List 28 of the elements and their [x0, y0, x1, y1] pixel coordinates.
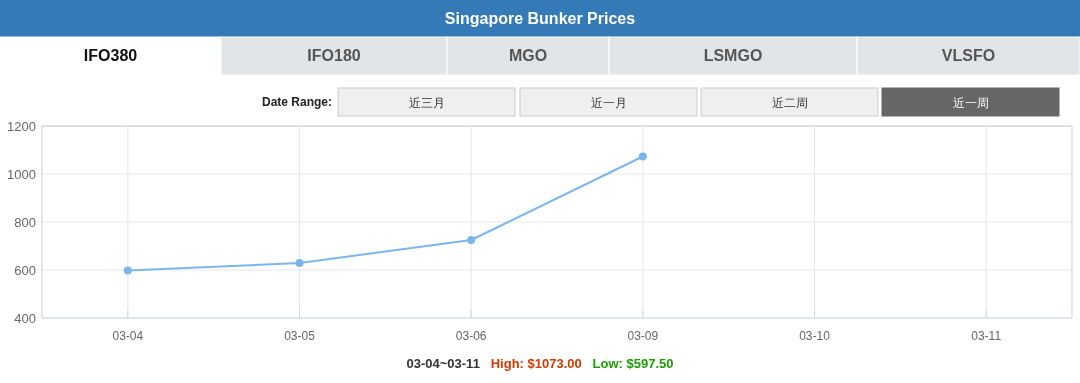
- x-tick-label: 03-10: [799, 329, 831, 343]
- point: [638, 152, 647, 161]
- x-tick-label: 03-11: [971, 329, 1002, 343]
- x-tick-label: 03-04: [112, 329, 144, 343]
- y-tick-label: 1200: [7, 119, 36, 134]
- button: 近三月: [337, 87, 516, 117]
- text: Low: $597.50: [581, 356, 674, 371]
- text: High: $1073.00: [479, 356, 582, 371]
- button: 近一月: [519, 87, 698, 117]
- x-tick-label: 03-06: [455, 329, 487, 343]
- point: [295, 259, 304, 268]
- button: 近二周: [700, 87, 879, 117]
- point: [123, 266, 132, 275]
- tab: LSMGO: [608, 36, 858, 76]
- tab: IFO180: [220, 36, 448, 76]
- tab: MGO: [446, 36, 610, 76]
- chart-title: Singapore Bunker Prices: [444, 10, 636, 27]
- button: 近一周: [881, 87, 1060, 117]
- text: Date Range:: [261, 95, 332, 109]
- y-tick-label: 800: [14, 215, 36, 230]
- x-tick-label: 03-09: [627, 329, 659, 343]
- y-tick-label: 600: [14, 263, 36, 278]
- point: [467, 236, 476, 244]
- y-tick-label: 1000: [7, 167, 36, 182]
- x-tick-label: 03-05: [284, 329, 316, 343]
- tab: VLSFO: [856, 36, 1080, 76]
- text: 03-04~03-11: [406, 356, 480, 371]
- y-tick-label: 400: [14, 311, 36, 326]
